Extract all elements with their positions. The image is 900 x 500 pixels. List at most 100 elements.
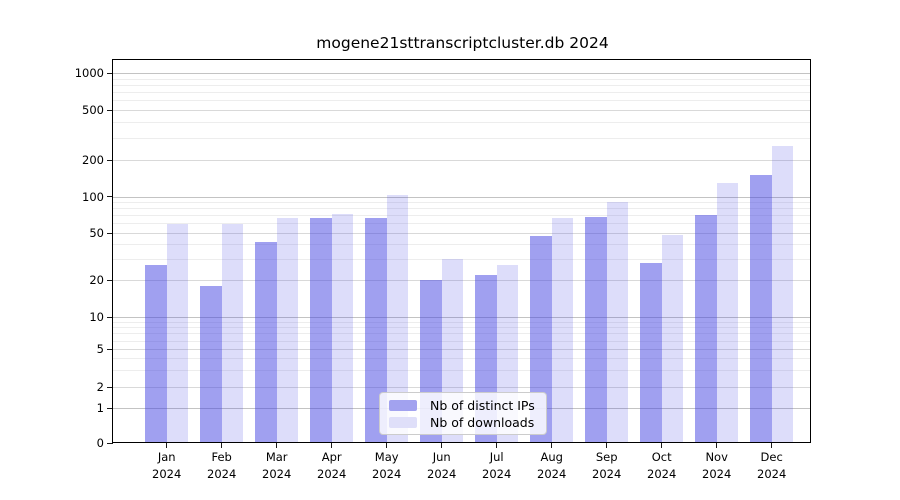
x-tick-mark [551,443,553,448]
x-tick-label-jan: Jan 2024 [152,450,182,481]
gridline-100 [113,196,811,198]
x-tick-mark [716,443,718,448]
y-tick-mark [107,196,113,198]
bar-ips-nov [694,214,717,443]
legend-label-downloads: Nb of downloads [430,414,535,430]
x-tick-mark [606,443,608,448]
gridline-7 [113,333,811,335]
x-tick-label-dec: Dec 2024 [757,450,787,481]
gridline-10 [113,317,811,318]
gridline-4 [113,358,811,360]
y-tick-label-100: 100 [82,189,104,204]
gridline-9 [113,321,811,323]
gridline-600 [113,100,811,102]
x-tick-mark [221,443,223,448]
bar-ips-sep [584,216,607,443]
gridline-2 [113,387,811,388]
y-tick-mark [107,316,113,318]
gridline-8 [113,327,811,329]
bar-ips-aug [529,236,552,443]
gridline-300 [113,137,811,139]
gridline-60 [113,223,811,225]
y-tick-mark [107,72,113,74]
x-tick-mark [331,443,333,448]
y-tick-label-200: 200 [82,153,104,167]
bar-downloads-jan [166,224,189,443]
gridline-900 [113,78,811,80]
y-tick-mark [107,279,113,281]
x-tick-mark [441,443,443,448]
bar-ips-may [364,217,387,443]
y-tick-label-2: 2 [96,380,104,394]
x-tick-mark [496,443,498,448]
bar-downloads-aug [551,218,574,443]
y-tick-mark [107,407,113,409]
gridline-5 [113,349,811,350]
x-tick-mark [276,443,278,448]
gridline-20 [113,280,811,281]
gridline-6 [113,340,811,342]
y-tick-label-500: 500 [82,103,104,117]
gridline-3 [113,370,811,372]
bar-downloads-may [386,194,409,443]
gridline-500 [113,110,811,111]
gridline-50 [113,233,811,234]
gridline-800 [113,84,811,86]
chart-title: mogene21sttranscriptcluster.db 2024 [316,34,609,52]
bar-downloads-sep [606,202,629,443]
gridline-90 [113,202,811,204]
y-tick-label-1: 1 [96,401,104,415]
legend-swatch-distinct-ips-icon [389,399,417,411]
gridline-80 [113,208,811,210]
bar-ips-mar [254,241,277,443]
y-tick-mark [107,348,113,350]
x-tick-mark [386,443,388,448]
x-tick-label-mar: Mar 2024 [262,450,292,481]
y-tick-mark [107,109,113,111]
bar-downloads-dec [771,145,794,443]
gridline-400 [113,122,811,124]
bar-ips-dec [749,175,772,443]
bar-downloads-nov [716,182,739,443]
bar-ips-oct [639,262,662,443]
y-tick-label-1000: 1000 [74,66,104,80]
x-tick-label-apr: Apr 2024 [317,450,347,481]
gridline-30 [113,259,811,261]
x-tick-label-nov: Nov 2024 [702,450,732,481]
legend-item-distinct-ips: Nb of distinct IPs [389,397,537,413]
y-tick-label-10: 10 [89,310,104,324]
bar-ips-apr [309,218,332,443]
bar-ips-feb [199,285,222,443]
legend-item-downloads: Nb of downloads [389,414,537,430]
x-tick-label-aug: Aug 2024 [537,450,567,481]
bar-downloads-apr [331,213,354,443]
x-tick-label-jul: Jul 2024 [482,450,512,481]
x-tick-label-may: May 2024 [372,450,402,481]
x-tick-label-jun: Jun 2024 [427,450,457,481]
gridline-70 [113,215,811,217]
x-tick-label-sep: Sep 2024 [592,450,622,481]
gridline-700 [113,92,811,94]
bar-downloads-feb [221,224,244,443]
y-tick-mark [107,159,113,161]
bar-downloads-mar [276,217,299,443]
bar-downloads-oct [661,235,684,443]
gridline-1000 [113,73,811,74]
x-tick-label-feb: Feb 2024 [207,450,237,481]
legend-label-distinct-ips: Nb of distinct IPs [430,397,535,413]
legend-swatch-downloads-icon [389,416,417,428]
y-tick-label-20: 20 [89,273,104,287]
x-tick-mark [166,443,168,448]
y-tick-label-50: 50 [89,226,104,240]
y-tick-label-5: 5 [96,342,104,356]
bar-ips-jan [144,264,167,443]
gridline-40 [113,244,811,246]
y-tick-label-0: 0 [96,436,104,450]
plot-area [113,60,811,443]
y-tick-mark [107,232,113,234]
x-tick-mark [661,443,663,448]
legend: Nb of distinct IPs Nb of downloads [379,392,547,435]
x-tick-mark [771,443,773,448]
x-tick-label-oct: Oct 2024 [647,450,677,481]
